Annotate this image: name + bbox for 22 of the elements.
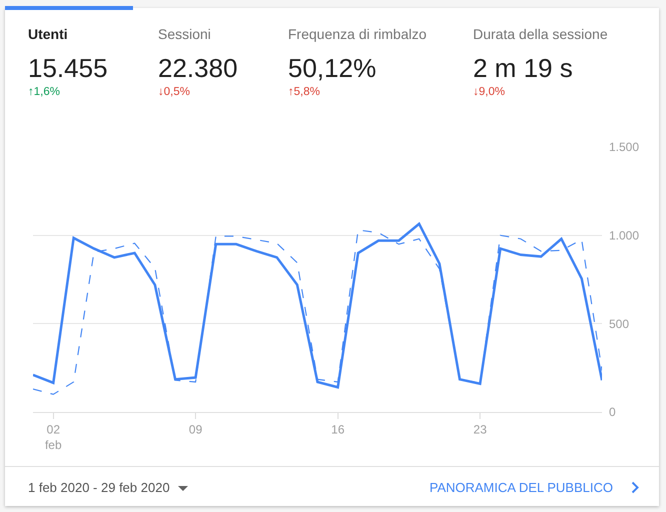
- text: Utenti: [28, 26, 68, 42]
- x-tick-label: 16: [331, 422, 345, 436]
- text: 15.455: [28, 53, 108, 84]
- text: ↑1,6%: [28, 86, 60, 98]
- x-tick-label: 23: [473, 422, 488, 436]
- y-tick-label: 1.000: [609, 228, 640, 243]
- text: 22.380: [158, 53, 238, 84]
- text: PANORAMICA DEL PUBBLICO: [430, 480, 613, 495]
- x-tick-label: 02 feb: [44, 422, 62, 452]
- text: Frequenza di rimbalzo: [288, 26, 427, 42]
- text: ↑5,8%: [288, 86, 320, 98]
- text: 50,12%: [288, 53, 376, 84]
- text: 1 feb 2020 - 29 feb 2020: [28, 480, 170, 495]
- text: ↓0,5%: [158, 86, 190, 98]
- text: Sessioni: [158, 26, 211, 42]
- x-tick-label: 09: [188, 422, 203, 436]
- y-tick-label: 500: [609, 316, 630, 331]
- text: Durata della sessione: [473, 26, 608, 42]
- text: 2 m 19 s: [473, 53, 573, 84]
- text: ↓9,0%: [473, 86, 505, 98]
- y-tick-label: 0: [609, 405, 616, 420]
- y-tick-label: 1.500: [609, 140, 640, 154]
